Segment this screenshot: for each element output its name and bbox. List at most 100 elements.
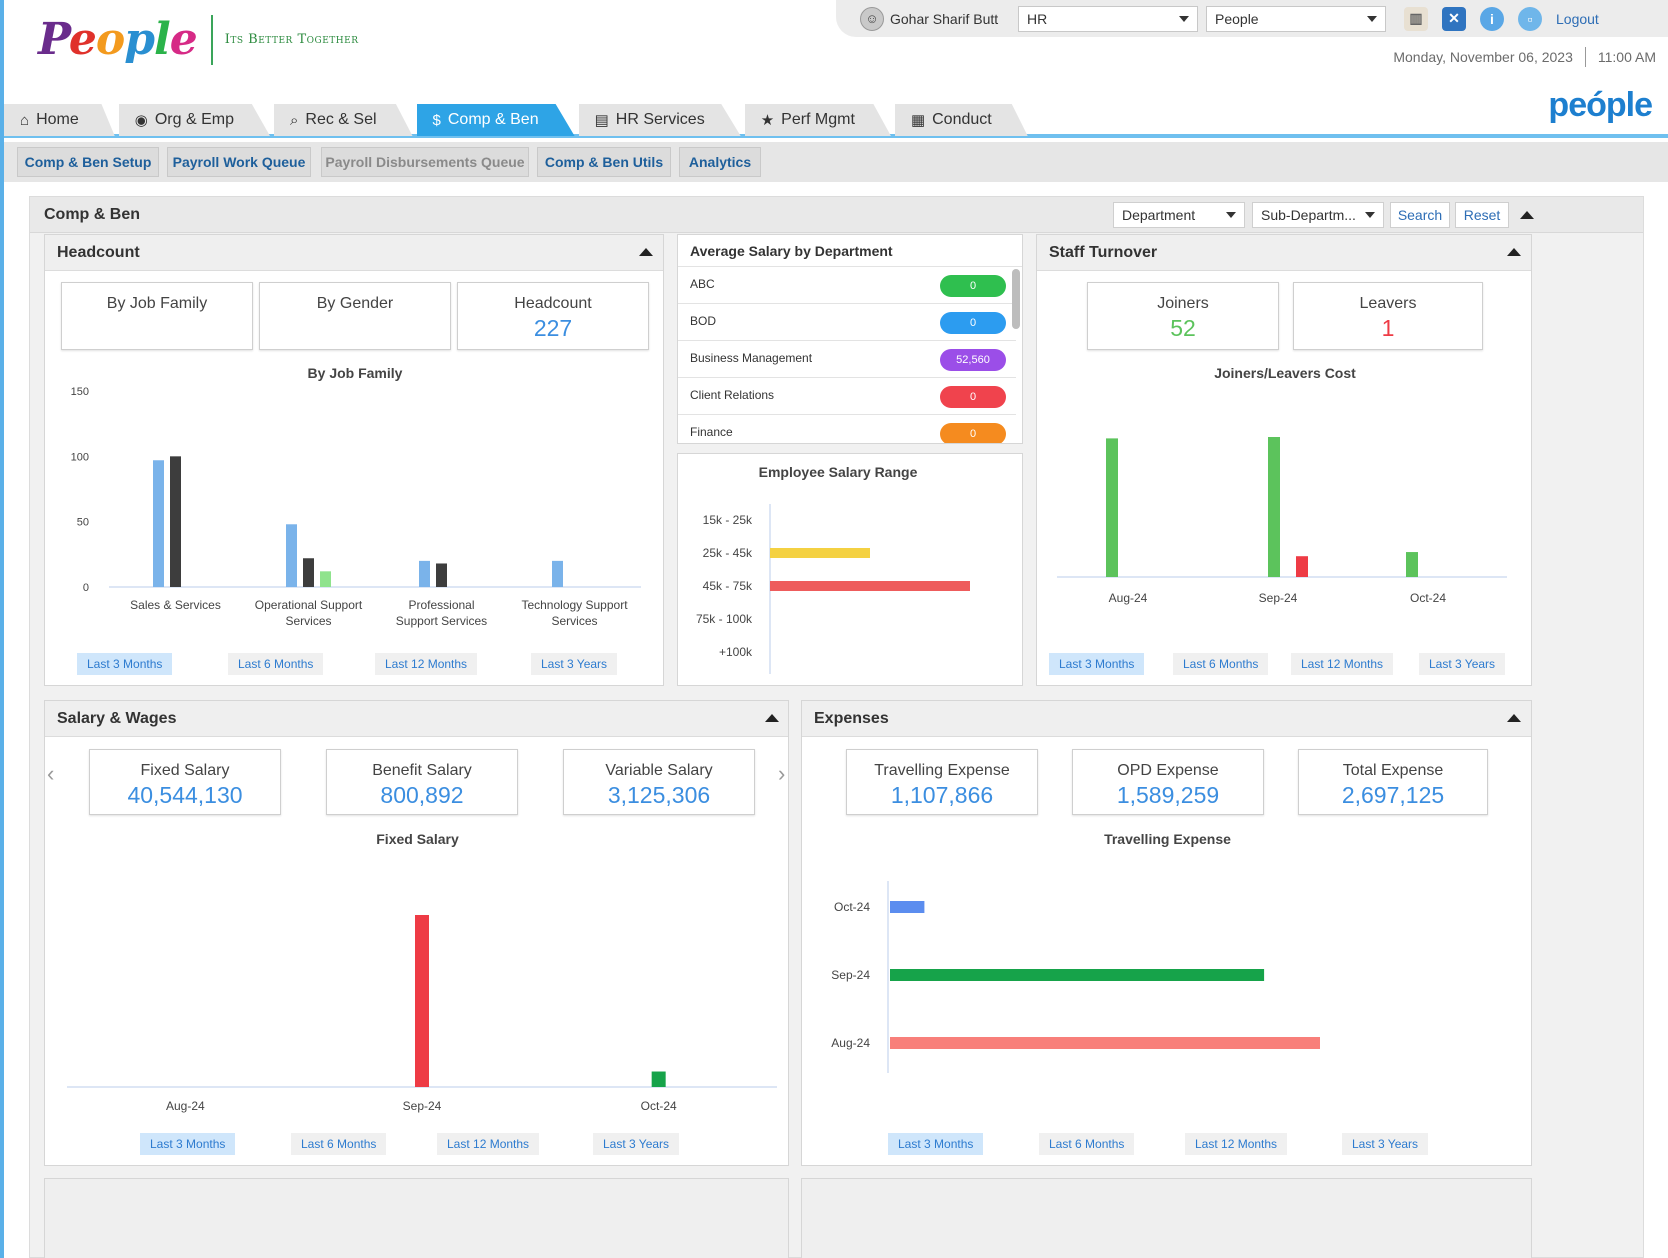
period-last-12-months[interactable]: Last 12 Months [437, 1133, 540, 1155]
x-tick-label: Operational Support [255, 598, 363, 612]
period-last-12-months[interactable]: Last 12 Months [1291, 653, 1394, 675]
sub-department-select[interactable]: Sub-Departm... [1252, 202, 1384, 228]
headcount-kpi[interactable]: Headcount 227 [457, 282, 649, 350]
app-select[interactable]: People [1206, 5, 1386, 32]
x-tick-label: Aug-24 [1109, 591, 1148, 605]
by-gender-tab[interactable]: By Gender [259, 282, 451, 350]
card-title: Average Salary by Department [690, 243, 893, 259]
period-last-3-months[interactable]: Last 3 Months [1049, 653, 1145, 675]
period-last-3-months[interactable]: Last 3 Months [77, 653, 173, 675]
people-logo[interactable]: People Its Better Together [38, 14, 358, 65]
reset-button[interactable]: Reset [1455, 202, 1509, 228]
y-tick-label: 45k - 75k [703, 579, 753, 593]
benefit-salary-kpi[interactable]: Benefit Salary 800,892 [326, 749, 518, 815]
tools-icon[interactable]: ✕ [1442, 6, 1466, 31]
y-tick-label: 15k - 25k [703, 513, 753, 527]
job-family-chart: 0 50 100 150 Sales & Services Operational Sup… [71, 386, 641, 628]
department-name: ABC [690, 277, 715, 291]
travelling-expense-kpi[interactable]: Travelling Expense 1,107,866 [846, 749, 1038, 815]
panel-header: Comp & Ben Department Sub-Departm... Sea… [30, 197, 1643, 233]
subtab-analytics[interactable]: Analytics [679, 147, 761, 177]
module-select-value: HR [1027, 10, 1048, 27]
leavers-kpi[interactable]: Leavers 1 [1293, 282, 1483, 350]
search-button[interactable]: Search [1390, 202, 1450, 228]
tab-label: Comp & Ben [447, 111, 539, 128]
period-last-3-years[interactable]: Last 3 Years [1342, 1133, 1429, 1155]
bar [890, 969, 1265, 981]
collapse-icon[interactable] [639, 248, 653, 256]
kpi-value: 800,892 [380, 782, 464, 808]
period-last-6-months[interactable]: Last 6 Months [291, 1133, 387, 1155]
subtab-comp-ben-utils[interactable]: Comp & Ben Utils [537, 147, 671, 177]
chevron-down-icon [1179, 15, 1189, 22]
left-rail [0, 0, 4, 1258]
by-job-family-tab[interactable]: By Job Family [61, 282, 253, 350]
collapse-icon[interactable] [1507, 248, 1521, 256]
collapse-icon[interactable] [1507, 714, 1521, 722]
avatar[interactable]: ☺ [860, 6, 884, 31]
lock-icon[interactable]: ▫ [1518, 6, 1542, 31]
tab-home[interactable]: ⌂ Home [4, 104, 115, 136]
x-tick-label: Aug-24 [166, 1099, 205, 1113]
tab-org-emp[interactable]: ◉ Org & Emp [118, 104, 270, 136]
avg-salary-badge: 0 [940, 275, 1006, 297]
period-last-3-years[interactable]: Last 3 Years [1419, 653, 1506, 675]
total-expense-kpi[interactable]: Total Expense 2,697,125 [1298, 749, 1488, 815]
period-last-3-months[interactable]: Last 3 Months [888, 1133, 984, 1155]
subtab-payroll-work-queue[interactable]: Payroll Work Queue [167, 147, 311, 177]
tab-perf-mgmt[interactable]: ★ Perf Mgmt [744, 104, 891, 136]
fixed-salary-kpi[interactable]: Fixed Salary 40,544,130 [89, 749, 281, 815]
joiners-kpi[interactable]: Joiners 52 [1087, 282, 1279, 350]
bar [286, 524, 297, 587]
scrollbar[interactable] [1012, 269, 1020, 329]
panel-title: Comp & Ben [44, 206, 140, 223]
module-select[interactable]: HR [1018, 5, 1198, 32]
avg-salary-badge: 0 [940, 312, 1006, 334]
tab-comp-ben[interactable]: $ Comp & Ben [416, 104, 575, 136]
avg-salary-row[interactable]: Finance 0 [678, 415, 1016, 443]
x-tick-label: Oct-24 [641, 1099, 677, 1113]
collapse-icon[interactable] [1520, 211, 1534, 219]
opd-expense-kpi[interactable]: OPD Expense 1,589,259 [1072, 749, 1264, 815]
travelling-expense-chart: Oct-24 Sep-24 Aug-24 [831, 881, 1320, 1073]
avg-salary-badge: 52,560 [940, 349, 1006, 371]
dollar-icon: $ [432, 111, 441, 129]
stars-icon: ★ [760, 112, 775, 129]
turnover-chart: Aug-24 Sep-24 Oct-24 [1057, 437, 1507, 605]
department-select[interactable]: Department [1113, 202, 1245, 228]
y-tick-label: +100k [719, 645, 753, 659]
collapse-icon[interactable] [765, 714, 779, 722]
avg-salary-row[interactable]: BOD 0 [678, 304, 1016, 341]
period-last-6-months[interactable]: Last 6 Months [228, 653, 324, 675]
period-last-3-years[interactable]: Last 3 Years [531, 653, 618, 675]
tab-label: Rec & Sel [305, 111, 377, 128]
chevron-left-icon[interactable]: ‹ [47, 761, 55, 786]
avg-salary-badge: 0 [940, 386, 1006, 408]
period-last-6-months[interactable]: Last 6 Months [1173, 653, 1269, 675]
subtab-comp-ben-setup[interactable]: Comp & Ben Setup [17, 147, 159, 177]
period-last-3-months[interactable]: Last 3 Months [140, 1133, 236, 1155]
chart-title: Travelling Expense [1104, 831, 1231, 847]
avg-salary-row[interactable]: Business Management 52,560 [678, 341, 1016, 378]
period-last-3-years[interactable]: Last 3 Years [593, 1133, 680, 1155]
avg-salary-badge: 0 [940, 423, 1006, 443]
variable-salary-kpi[interactable]: Variable Salary 3,125,306 [563, 749, 755, 815]
logout-link[interactable]: Logout [1556, 10, 1599, 27]
period-last-12-months[interactable]: Last 12 Months [1185, 1133, 1288, 1155]
bar [651, 1071, 666, 1087]
period-last-6-months[interactable]: Last 6 Months [1039, 1133, 1135, 1155]
info-icon[interactable]: i [1480, 6, 1504, 31]
kpi-label: Total Expense [1342, 762, 1444, 779]
period-last-12-months[interactable]: Last 12 Months [375, 653, 478, 675]
tab-hr-services[interactable]: ▤ HR Services [578, 104, 741, 136]
avg-salary-row[interactable]: ABC 0 [678, 267, 1016, 304]
kpi-label: Joiners [1157, 295, 1209, 312]
avg-salary-row[interactable]: Client Relations 0 [678, 378, 1016, 415]
salary-wages-card: Salary & Wages ‹ › Fixed Salary 40,544,1… [44, 700, 789, 1166]
tab-conduct[interactable]: ▦ Conduct [894, 104, 1028, 136]
salary-range-card: Employee Salary Range 15k - 25k 25k - 45k… [677, 453, 1023, 686]
tab-rec-sel[interactable]: ⌕ Rec & Sel [273, 104, 413, 136]
book-icon[interactable]: ▥ [1404, 6, 1428, 31]
chevron-right-icon[interactable]: › [778, 761, 786, 786]
subtab-payroll-disbursements[interactable]: Payroll Disbursements Queue [321, 147, 529, 177]
